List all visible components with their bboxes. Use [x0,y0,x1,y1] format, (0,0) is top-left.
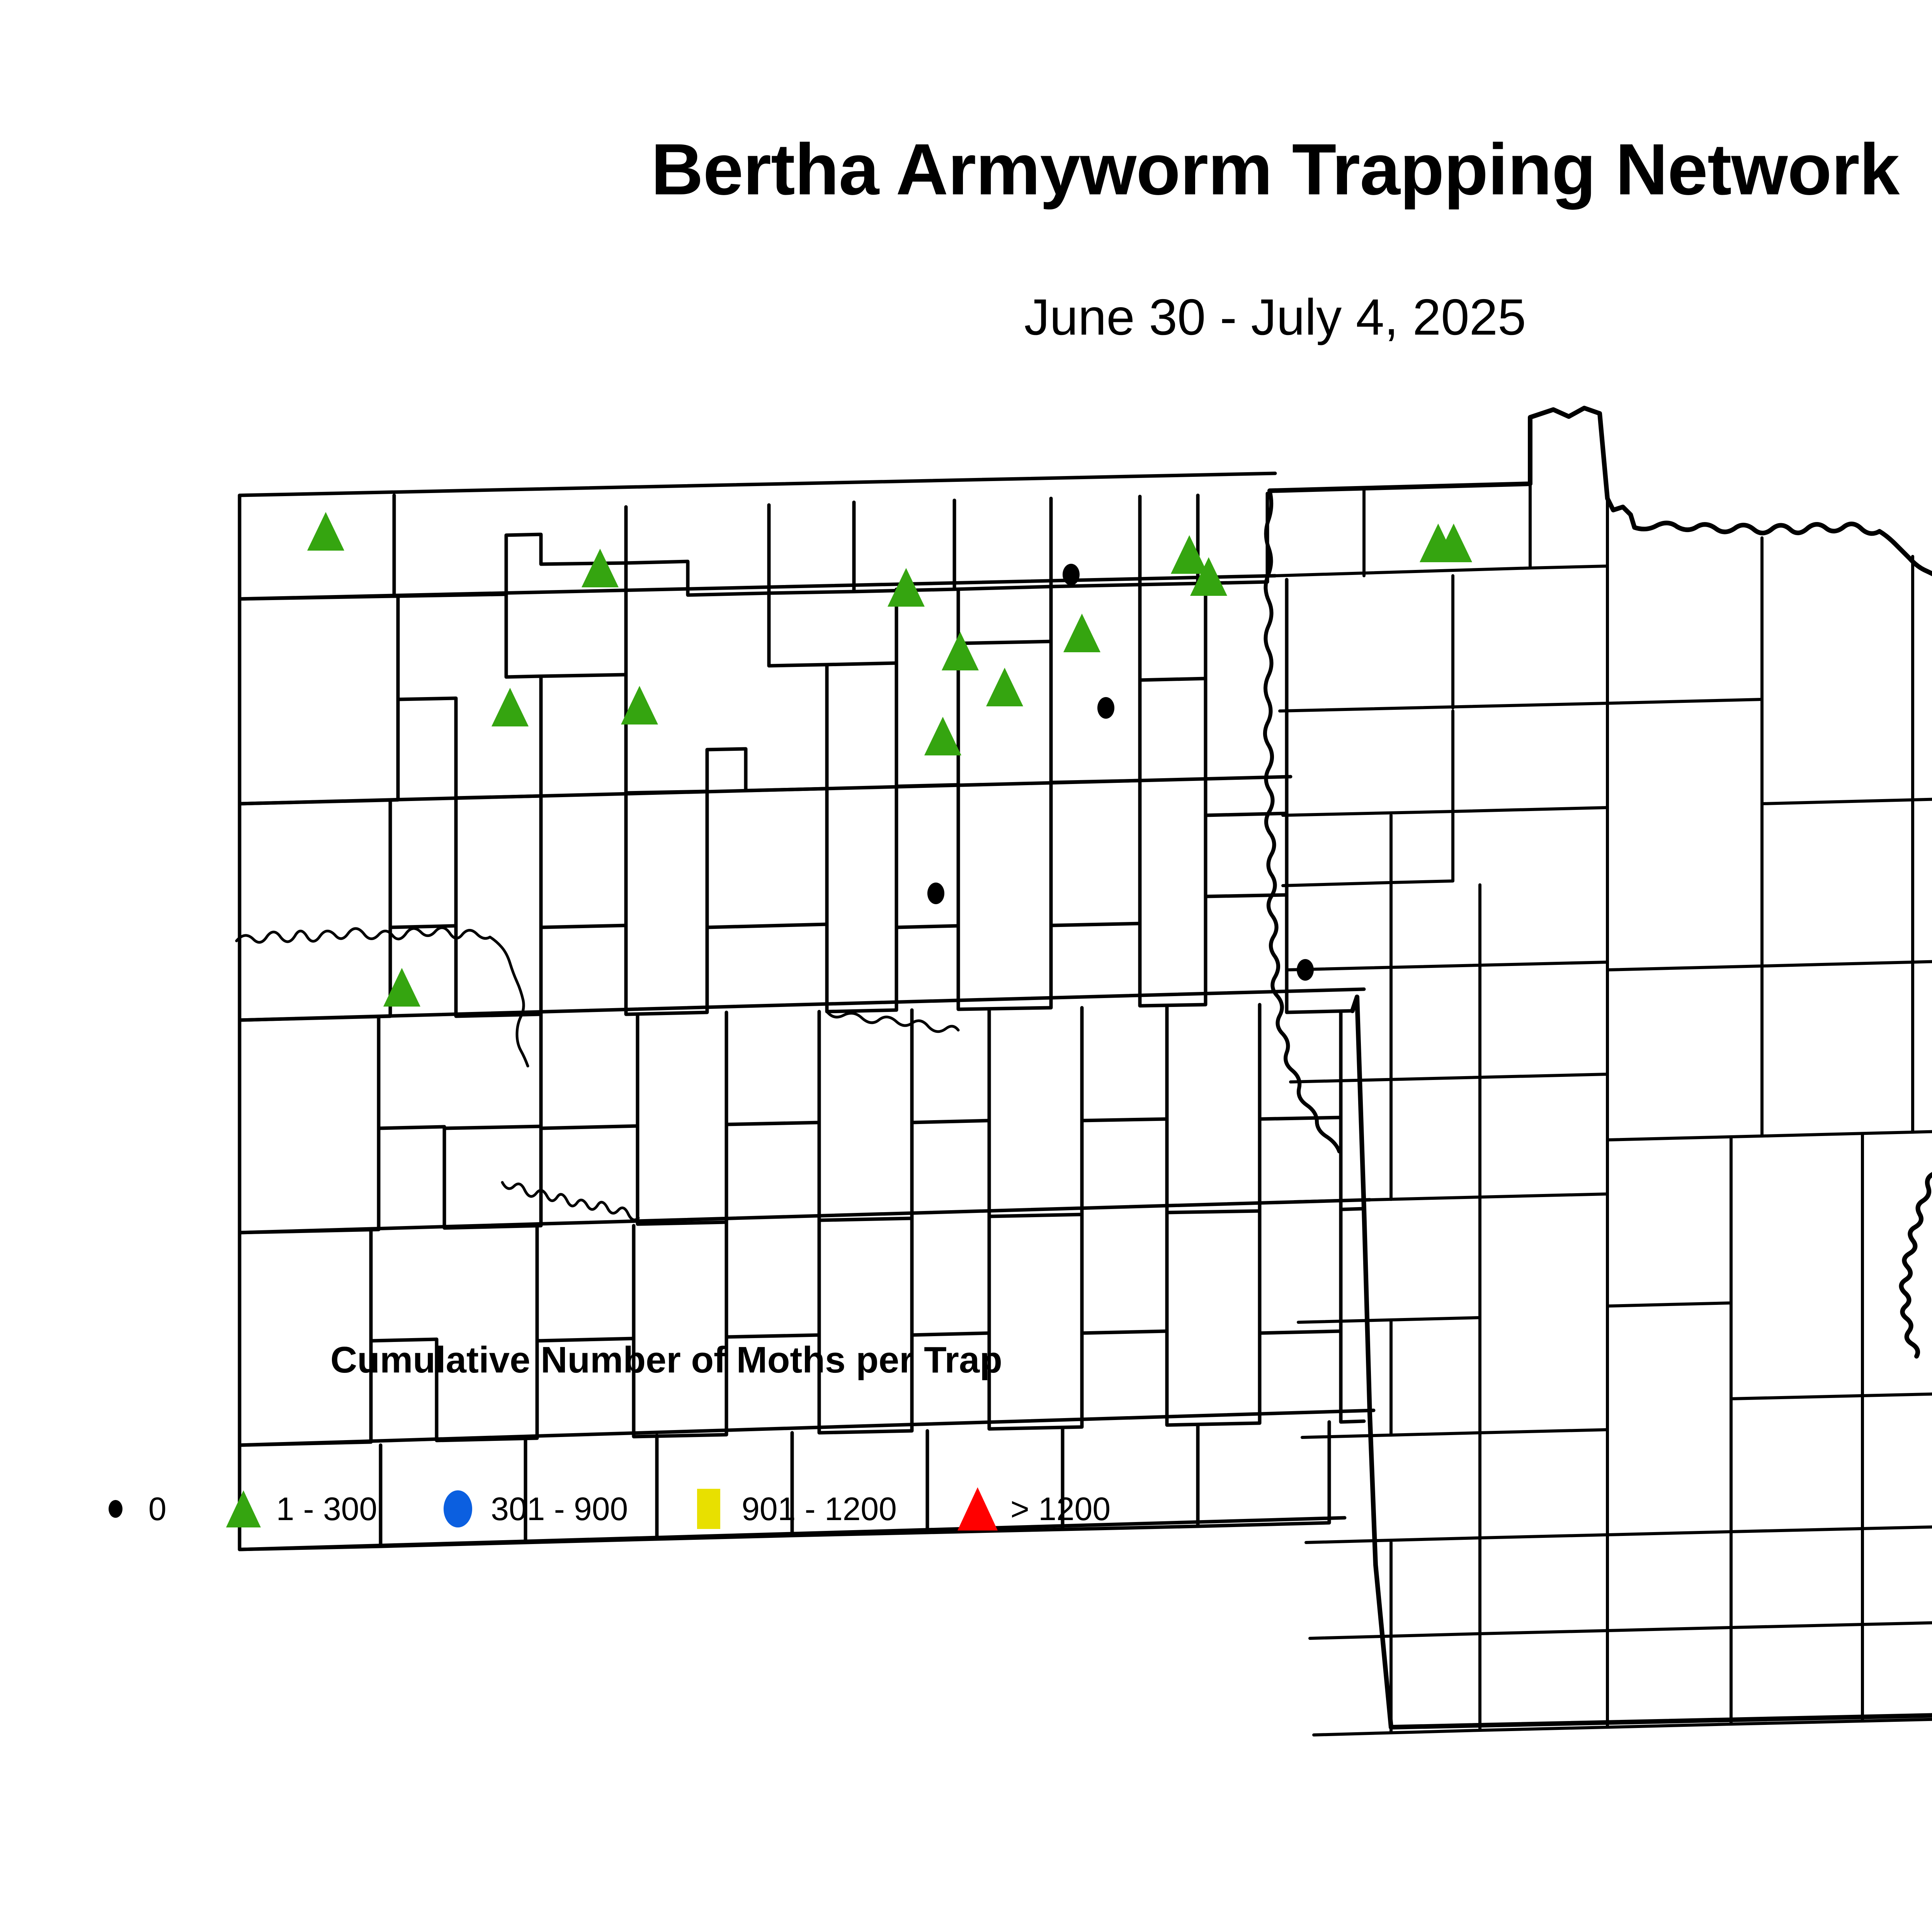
legend-item-2: 301 - 900 [435,1484,628,1534]
legend-label-1: 1 - 300 [276,1490,378,1527]
red-triangle-icon [955,1484,1000,1534]
map-marker-dot[interactable] [1097,697,1114,719]
map-marker-triangle[interactable] [924,717,961,755]
legend-title: Cumulative Number of Moths per Trap [330,1339,1002,1381]
map-marker-triangle[interactable] [383,968,420,1007]
map-marker-dot[interactable] [927,883,944,904]
map-marker-triangle[interactable] [1063,614,1100,652]
yellow-square-icon [686,1484,731,1534]
map-marker-dot[interactable] [1063,564,1080,585]
map-marker-dot[interactable] [1297,959,1314,981]
legend: 0 1 - 300 301 - 900 901 - 1200 > 1200 [93,1484,1111,1534]
map-marker-triangle[interactable] [1190,557,1227,596]
legend-label-2: 301 - 900 [491,1490,628,1527]
legend-item-4: > 1200 [955,1484,1111,1534]
legend-label-4: > 1200 [1010,1490,1111,1527]
minnesota-counties [1274,482,1932,1736]
map-container[interactable] [0,394,1932,1766]
missouri-river [235,926,640,1221]
map-marker-triangle[interactable] [986,668,1023,706]
legend-label-0: 0 [148,1490,167,1527]
map-marker-triangle[interactable] [1171,535,1208,574]
red-river-border [1263,489,1341,1153]
minnesota-outline [1267,406,1932,1730]
map-background [0,394,1932,1766]
legend-item-3: 901 - 1200 [686,1484,897,1534]
black-dot-icon [93,1484,138,1534]
legend-label-3: 901 - 1200 [742,1490,897,1527]
page-title: Bertha Armyworm Trapping Network [651,129,1900,210]
blue-circle-icon [435,1484,481,1534]
map-marker-triangle[interactable] [582,549,619,587]
map-marker-triangle[interactable] [1435,524,1472,562]
map-marker-triangle[interactable] [621,686,658,724]
trap-markers[interactable] [307,512,1472,1007]
map-marker-triangle[interactable] [888,568,925,607]
map-marker-triangle[interactable] [307,512,344,551]
legend-item-1: 1 - 300 [221,1484,378,1534]
green-triangle-icon [221,1484,266,1534]
page-subtitle: June 30 - July 4, 2025 [1024,289,1526,345]
map-marker-triangle[interactable] [942,632,979,670]
map-marker-triangle[interactable] [492,688,529,726]
legend-item-0: 0 [93,1484,167,1534]
nd-mn-county-map[interactable] [0,394,1932,1766]
